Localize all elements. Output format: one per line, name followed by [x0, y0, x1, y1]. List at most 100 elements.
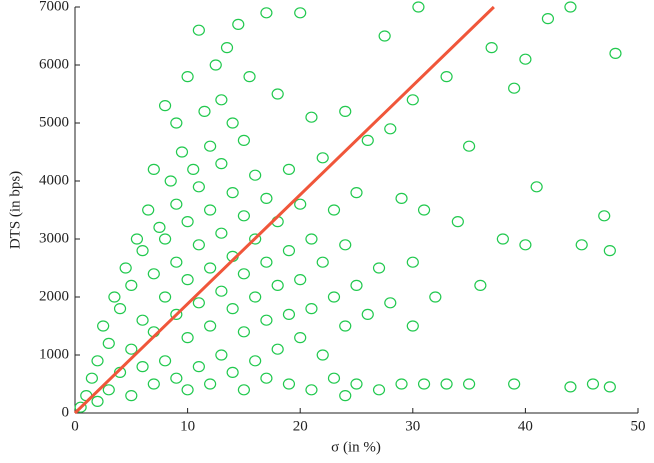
- scatter-point: [198, 105, 211, 118]
- scatter-point: [294, 332, 307, 344]
- scatter-point: [119, 262, 132, 274]
- scatter-point: [181, 332, 194, 344]
- scatter-point: [113, 303, 127, 315]
- scatter-point: [125, 343, 138, 355]
- scatter-point: [220, 41, 234, 54]
- scatter-point: [395, 192, 408, 204]
- scatter-point: [440, 70, 453, 83]
- y-tick-label: 3000: [39, 230, 69, 246]
- scatter-point: [463, 140, 476, 152]
- scatter-point: [305, 303, 318, 315]
- scatter-point: [406, 94, 419, 106]
- scatter-point: [204, 262, 217, 274]
- scatter-point: [153, 221, 166, 233]
- scatter-point: [147, 163, 160, 175]
- y-tick-label: 1000: [39, 346, 69, 362]
- scatter-point: [361, 134, 374, 146]
- scatter-point: [237, 268, 250, 280]
- y-tick-label: 6000: [39, 56, 69, 72]
- scatter-point: [603, 245, 616, 257]
- x-tick-label: 0: [71, 418, 79, 434]
- scatter-point: [519, 53, 532, 65]
- scatter-point: [339, 105, 352, 118]
- scatter-point: [339, 390, 352, 402]
- scatter-point: [282, 378, 296, 390]
- scatter-point: [598, 210, 611, 222]
- scatter-point: [108, 291, 121, 303]
- scatter-point: [158, 99, 172, 112]
- scatter-point: [395, 378, 408, 390]
- scatter-point: [603, 381, 616, 393]
- scatter-point: [249, 169, 262, 181]
- scatter-point: [564, 381, 577, 393]
- scatter-point: [305, 233, 318, 245]
- scatter-point: [350, 279, 363, 291]
- scatter-point: [271, 88, 284, 100]
- scatter-point: [136, 361, 149, 373]
- scatter-point: [316, 349, 329, 361]
- scatter-point: [170, 256, 183, 268]
- scatter-point: [215, 349, 228, 361]
- scatter-point: [451, 216, 464, 228]
- scatter-point: [249, 233, 262, 245]
- scatter-point: [74, 401, 87, 413]
- fit-line: [73, 5, 495, 415]
- scatter-point: [226, 366, 239, 378]
- scatter-point: [232, 18, 245, 30]
- scatter-point: [316, 256, 329, 268]
- scatter-point: [429, 291, 442, 303]
- scatter-point: [316, 152, 329, 164]
- scatter-point: [204, 204, 217, 216]
- scatter-point: [187, 163, 200, 175]
- scatter-point: [181, 70, 194, 83]
- scatter-point: [91, 395, 104, 407]
- scatter-point: [226, 303, 239, 315]
- scatter-point: [164, 175, 177, 187]
- scatter-point: [249, 355, 262, 367]
- scatter-point: [158, 233, 172, 245]
- x-tick-label: 10: [180, 418, 195, 434]
- scatter-point: [226, 117, 239, 129]
- x-axis-label: σ (in %): [331, 439, 381, 455]
- scatter-point: [215, 285, 228, 297]
- scatter-point: [305, 384, 318, 396]
- scatter-point: [136, 314, 149, 326]
- y-axis-label: DTS (in bps): [7, 171, 23, 249]
- scatter-point: [204, 378, 217, 390]
- scatter-point: [97, 320, 110, 332]
- scatter-point: [260, 192, 273, 204]
- scatter-point: [85, 372, 98, 384]
- scatter-point: [192, 181, 205, 193]
- scatter-point: [282, 245, 296, 257]
- scatter-point: [508, 378, 521, 390]
- scatter-point: [170, 372, 183, 384]
- scatter-point: [142, 204, 155, 216]
- scatter-point: [91, 355, 104, 367]
- scatter-point: [350, 378, 363, 390]
- scatter-point: [192, 361, 205, 373]
- scatter-point: [519, 239, 532, 251]
- scatter-point: [181, 274, 194, 286]
- scatter-point: [170, 198, 183, 210]
- scatter-point: [294, 274, 307, 286]
- scatter-point: [147, 378, 160, 390]
- scatter-point: [260, 256, 273, 268]
- x-tick-label: 20: [293, 418, 308, 434]
- scatter-point: [215, 227, 228, 239]
- scatter-point: [158, 291, 172, 303]
- scatter-point: [175, 146, 189, 158]
- scatter-point: [305, 111, 318, 123]
- scatter-point: [136, 245, 149, 257]
- scatter-point: [260, 314, 273, 326]
- scatter-point: [125, 390, 138, 402]
- scatter-point: [384, 297, 397, 309]
- scatter-point: [282, 163, 296, 175]
- scatter-point: [463, 378, 476, 390]
- scatter-point: [372, 262, 386, 274]
- scatter-point: [271, 343, 284, 355]
- scatter-point: [327, 291, 341, 303]
- scatter-point: [192, 24, 205, 36]
- scatter-point: [417, 378, 431, 390]
- scatter-point: [384, 123, 397, 135]
